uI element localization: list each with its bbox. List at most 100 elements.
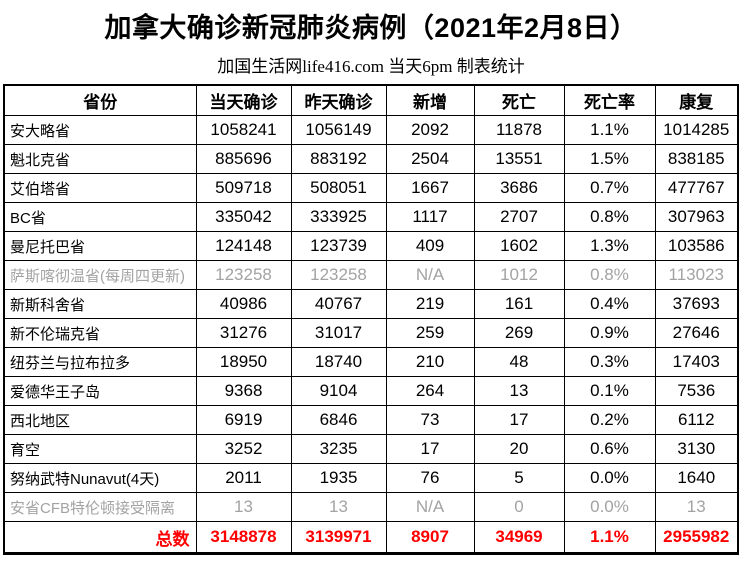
recovered-cell: 13 bbox=[654, 492, 739, 522]
yesterday-confirmed-cell: 123739 bbox=[290, 231, 387, 261]
table-row: 爱德华王子岛 9368 9104 264 13 0.1% 7536 bbox=[3, 376, 739, 406]
table-row: 西北地区 6919 6846 73 17 0.2% 6112 bbox=[3, 405, 739, 435]
col-header-recovered: 康复 bbox=[654, 84, 739, 116]
covid-stats-table: 省份 当天确诊 昨天确诊 新增 死亡 死亡率 康复 安大略省 1058241 1… bbox=[3, 84, 739, 555]
province-cell: 西北地区 bbox=[3, 405, 197, 435]
death-rate-cell: 1.5% bbox=[563, 144, 656, 174]
recovered-cell: 477767 bbox=[654, 173, 739, 203]
table-row: 纽芬兰与拉布拉多 18950 18740 210 48 0.3% 17403 bbox=[3, 347, 739, 377]
new-cases-cell: 259 bbox=[385, 318, 475, 348]
province-cell: 新斯科舍省 bbox=[3, 289, 197, 319]
death-rate-cell: 0.2% bbox=[563, 405, 656, 435]
today-confirmed-cell: 509718 bbox=[195, 173, 292, 203]
today-confirmed-cell: 9368 bbox=[195, 376, 292, 406]
today-confirmed-cell: 31276 bbox=[195, 318, 292, 348]
death-rate-cell: 0.8% bbox=[563, 202, 656, 232]
death-rate-cell: 0.4% bbox=[563, 289, 656, 319]
province-cell: 总数 bbox=[3, 521, 197, 555]
yesterday-confirmed-cell: 883192 bbox=[290, 144, 387, 174]
deaths-cell: 11878 bbox=[473, 115, 565, 145]
today-confirmed-cell: 335042 bbox=[195, 202, 292, 232]
recovered-cell: 7536 bbox=[654, 376, 739, 406]
table-row: 安省CFB特伦顿接受隔离 13 13 N/A 0 0.0% 13 bbox=[3, 492, 739, 522]
death-rate-cell: 0.1% bbox=[563, 376, 656, 406]
recovered-cell: 27646 bbox=[654, 318, 739, 348]
yesterday-confirmed-cell: 1056149 bbox=[290, 115, 387, 145]
yesterday-confirmed-cell: 9104 bbox=[290, 376, 387, 406]
recovered-cell: 1014285 bbox=[654, 115, 739, 145]
deaths-cell: 17 bbox=[473, 405, 565, 435]
deaths-cell: 3686 bbox=[473, 173, 565, 203]
table-row: 新不伦瑞克省 31276 31017 259 269 0.9% 27646 bbox=[3, 318, 739, 348]
new-cases-cell: 219 bbox=[385, 289, 475, 319]
deaths-cell: 48 bbox=[473, 347, 565, 377]
header-row: 省份 当天确诊 昨天确诊 新增 死亡 死亡率 康复 bbox=[3, 84, 739, 116]
today-confirmed-cell: 18950 bbox=[195, 347, 292, 377]
table-row: 魁北克省 885696 883192 2504 13551 1.5% 83818… bbox=[3, 144, 739, 174]
recovered-cell: 37693 bbox=[654, 289, 739, 319]
new-cases-cell: 409 bbox=[385, 231, 475, 261]
today-confirmed-cell: 40986 bbox=[195, 289, 292, 319]
death-rate-cell: 0.8% bbox=[563, 260, 656, 290]
new-cases-cell: N/A bbox=[385, 492, 475, 522]
province-cell: 魁北克省 bbox=[3, 144, 197, 174]
deaths-cell: 13551 bbox=[473, 144, 565, 174]
yesterday-confirmed-cell: 18740 bbox=[290, 347, 387, 377]
today-confirmed-cell: 123258 bbox=[195, 260, 292, 290]
death-rate-cell: 1.3% bbox=[563, 231, 656, 261]
death-rate-cell: 0.7% bbox=[563, 173, 656, 203]
yesterday-confirmed-cell: 13 bbox=[290, 492, 387, 522]
deaths-cell: 0 bbox=[473, 492, 565, 522]
table-row: BC省 335042 333925 1117 2707 0.8% 307963 bbox=[3, 202, 739, 232]
deaths-cell: 34969 bbox=[473, 521, 565, 555]
recovered-cell: 307963 bbox=[654, 202, 739, 232]
deaths-cell: 2707 bbox=[473, 202, 565, 232]
today-confirmed-cell: 885696 bbox=[195, 144, 292, 174]
table-row: 萨斯喀彻温省(每周四更新) 123258 123258 N/A 1012 0.8… bbox=[3, 260, 739, 290]
today-confirmed-cell: 13 bbox=[195, 492, 292, 522]
recovered-cell: 2955982 bbox=[654, 521, 739, 555]
col-header-death-rate: 死亡率 bbox=[563, 84, 656, 116]
today-confirmed-cell: 3148878 bbox=[195, 521, 292, 555]
province-cell: BC省 bbox=[3, 202, 197, 232]
yesterday-confirmed-cell: 508051 bbox=[290, 173, 387, 203]
table-row: 安大略省 1058241 1056149 2092 11878 1.1% 101… bbox=[3, 115, 739, 145]
province-cell: 安大略省 bbox=[3, 115, 197, 145]
deaths-cell: 5 bbox=[473, 463, 565, 493]
yesterday-confirmed-cell: 40767 bbox=[290, 289, 387, 319]
recovered-cell: 838185 bbox=[654, 144, 739, 174]
table-row: 育空 3252 3235 17 20 0.6% 3130 bbox=[3, 434, 739, 464]
today-confirmed-cell: 6919 bbox=[195, 405, 292, 435]
province-cell: 曼尼托巴省 bbox=[3, 231, 197, 261]
today-confirmed-cell: 124148 bbox=[195, 231, 292, 261]
death-rate-cell: 1.1% bbox=[563, 115, 656, 145]
new-cases-cell: 1667 bbox=[385, 173, 475, 203]
death-rate-cell: 0.6% bbox=[563, 434, 656, 464]
deaths-cell: 20 bbox=[473, 434, 565, 464]
yesterday-confirmed-cell: 3235 bbox=[290, 434, 387, 464]
yesterday-confirmed-cell: 3139971 bbox=[290, 521, 387, 555]
province-cell: 纽芬兰与拉布拉多 bbox=[3, 347, 197, 377]
recovered-cell: 103586 bbox=[654, 231, 739, 261]
new-cases-cell: 210 bbox=[385, 347, 475, 377]
province-cell: 艾伯塔省 bbox=[3, 173, 197, 203]
page-subtitle: 加国生活网life416.com 当天6pm 制表统计 bbox=[217, 57, 525, 76]
province-cell: 萨斯喀彻温省(每周四更新) bbox=[3, 260, 197, 290]
recovered-cell: 3130 bbox=[654, 434, 739, 464]
yesterday-confirmed-cell: 1935 bbox=[290, 463, 387, 493]
province-cell: 新不伦瑞克省 bbox=[3, 318, 197, 348]
col-header-yesterday-confirmed: 昨天确诊 bbox=[290, 84, 387, 116]
death-rate-cell: 0.0% bbox=[563, 463, 656, 493]
col-header-province: 省份 bbox=[3, 84, 197, 116]
table-row: 曼尼托巴省 124148 123739 409 1602 1.3% 103586 bbox=[3, 231, 739, 261]
province-cell: 爱德华王子岛 bbox=[3, 376, 197, 406]
page-title: 加拿大确诊新冠肺炎病例（2021年2月8日） bbox=[104, 13, 638, 43]
recovered-cell: 17403 bbox=[654, 347, 739, 377]
yesterday-confirmed-cell: 333925 bbox=[290, 202, 387, 232]
new-cases-cell: 2504 bbox=[385, 144, 475, 174]
death-rate-cell: 0.3% bbox=[563, 347, 656, 377]
death-rate-cell: 0.0% bbox=[563, 492, 656, 522]
new-cases-cell: 2092 bbox=[385, 115, 475, 145]
today-confirmed-cell: 2011 bbox=[195, 463, 292, 493]
yesterday-confirmed-cell: 6846 bbox=[290, 405, 387, 435]
